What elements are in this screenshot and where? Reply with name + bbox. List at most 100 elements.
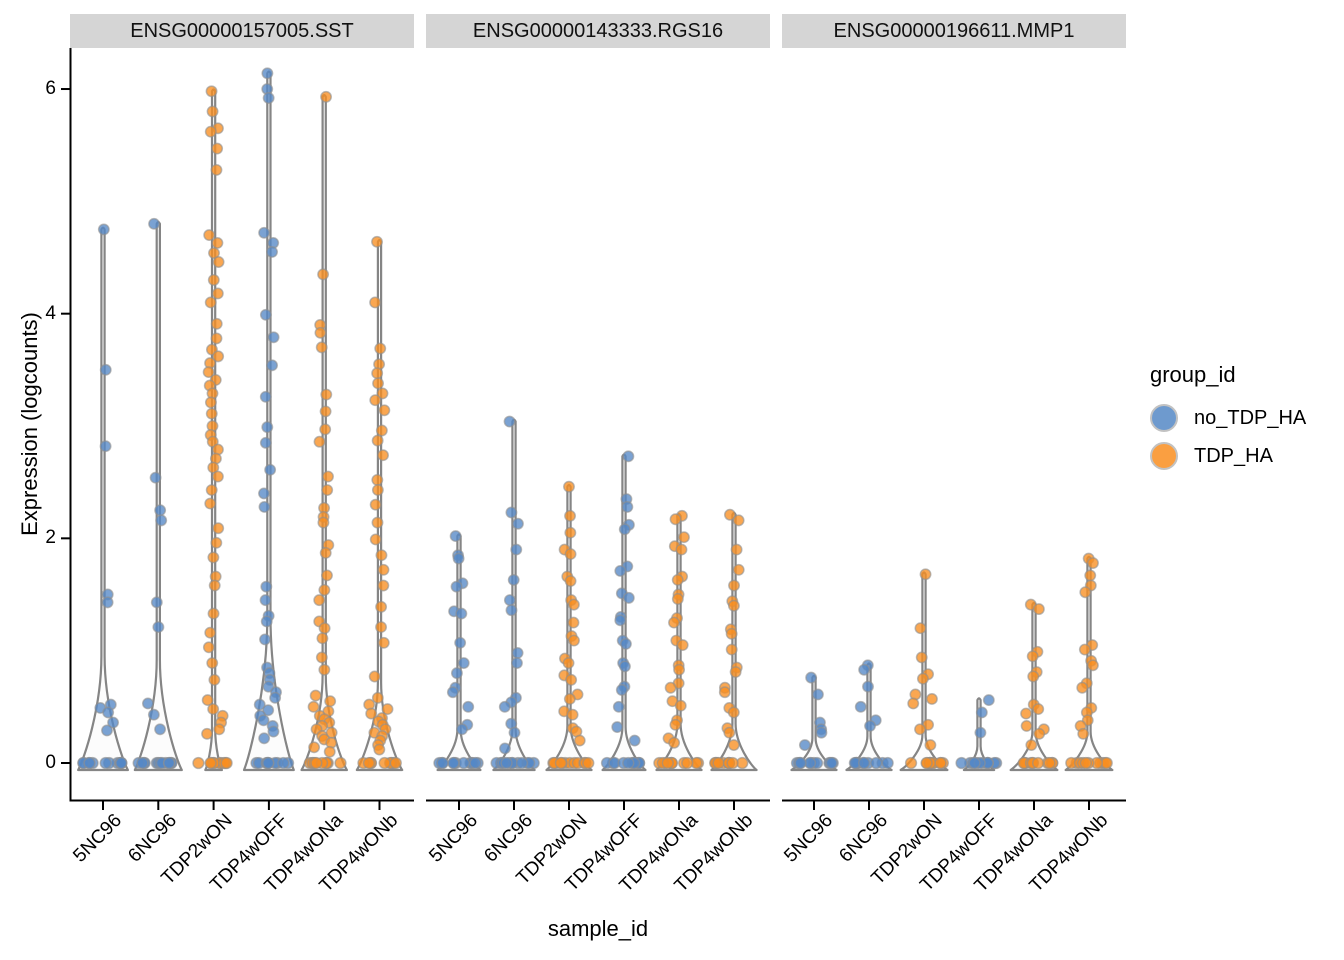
data-point: [204, 396, 217, 409]
data-point: [907, 697, 920, 710]
data-point: [457, 657, 470, 669]
legend-item-tdp-ha: TDP_HA: [1150, 442, 1306, 470]
data-point: [259, 308, 272, 321]
data-point: [567, 616, 580, 629]
data-point: [324, 695, 337, 708]
data-point: [450, 667, 463, 680]
data-point: [469, 756, 482, 770]
data-point: [452, 552, 465, 565]
data-point: [454, 636, 467, 649]
data-point: [505, 506, 518, 519]
data-point: [206, 105, 219, 118]
data-point: [727, 599, 740, 612]
data-point: [1026, 650, 1039, 663]
legend: group_id no_TDP_HA TDP_HA: [1150, 362, 1306, 480]
data-point: [1086, 659, 1099, 672]
data-point: [507, 573, 520, 586]
data-point: [378, 404, 391, 417]
data-point: [101, 596, 114, 609]
data-point: [83, 756, 96, 770]
data-point: [362, 756, 376, 770]
data-point: [317, 268, 330, 281]
data-point: [371, 434, 384, 447]
data-point: [564, 526, 577, 539]
data-point: [864, 719, 876, 732]
data-point: [450, 580, 463, 593]
data-point: [259, 633, 271, 646]
data-point: [677, 531, 690, 544]
data-point: [1031, 756, 1045, 770]
data-point: [107, 716, 120, 729]
data-point: [815, 726, 828, 739]
data-point: [668, 736, 681, 749]
data-point: [668, 616, 680, 629]
data-point: [1032, 603, 1045, 616]
legend-swatch-tdp-ha-icon: [1150, 442, 1178, 470]
data-point: [150, 596, 163, 609]
data-point: [622, 450, 635, 463]
data-point: [934, 756, 947, 770]
data-point: [462, 700, 475, 713]
data-point: [377, 636, 390, 649]
data-point: [97, 223, 110, 236]
data-point: [920, 756, 933, 770]
data-point: [369, 394, 382, 407]
data-point: [315, 341, 328, 354]
data-point: [622, 756, 635, 770]
data-point: [500, 756, 513, 770]
data-point: [260, 580, 273, 593]
data-point: [505, 604, 518, 617]
legend-item-label: TDP_HA: [1194, 444, 1273, 467]
data-point: [207, 551, 220, 564]
data-point: [212, 256, 225, 268]
data-point: [729, 666, 742, 678]
data-point: [377, 563, 390, 576]
data-point: [318, 584, 331, 596]
data-point: [99, 363, 112, 376]
data-point: [857, 756, 871, 770]
data-point: [854, 700, 867, 713]
data-point: [205, 407, 218, 420]
data-point: [202, 641, 215, 654]
data-point: [369, 498, 382, 511]
violin-outline: [77, 226, 129, 772]
data-point: [681, 756, 694, 770]
data-point: [798, 739, 811, 751]
data-point: [371, 516, 384, 529]
data-point: [371, 691, 384, 704]
data-point: [622, 591, 635, 604]
data-point: [825, 756, 838, 770]
data-point: [671, 573, 684, 586]
data-point: [675, 543, 688, 556]
data-point: [726, 756, 739, 770]
data-point: [805, 671, 818, 684]
data-point: [205, 85, 218, 98]
data-point: [1077, 727, 1090, 740]
data-point: [319, 423, 332, 436]
data-point: [266, 245, 278, 258]
data-point: [206, 657, 219, 669]
data-point: [162, 756, 176, 770]
data-point: [258, 226, 271, 239]
data-point: [261, 421, 274, 434]
data-point: [730, 543, 743, 556]
y-axis-title: Expression (logcounts): [17, 312, 42, 536]
data-point: [621, 500, 634, 513]
data-point: [371, 235, 383, 248]
y-tick-label: 0: [45, 752, 56, 773]
data-point: [204, 756, 217, 770]
data-point: [515, 756, 529, 770]
data-point: [259, 594, 272, 607]
data-point: [261, 67, 274, 80]
data-point: [712, 756, 725, 770]
data-point: [258, 500, 271, 513]
data-point: [320, 90, 333, 103]
data-point: [309, 689, 322, 702]
data-point: [212, 350, 225, 363]
data-point: [1025, 739, 1038, 751]
data-point: [101, 724, 113, 737]
data-point: [446, 686, 459, 699]
data-point: [436, 756, 449, 770]
data-point: [881, 756, 894, 770]
data-point: [725, 627, 738, 640]
